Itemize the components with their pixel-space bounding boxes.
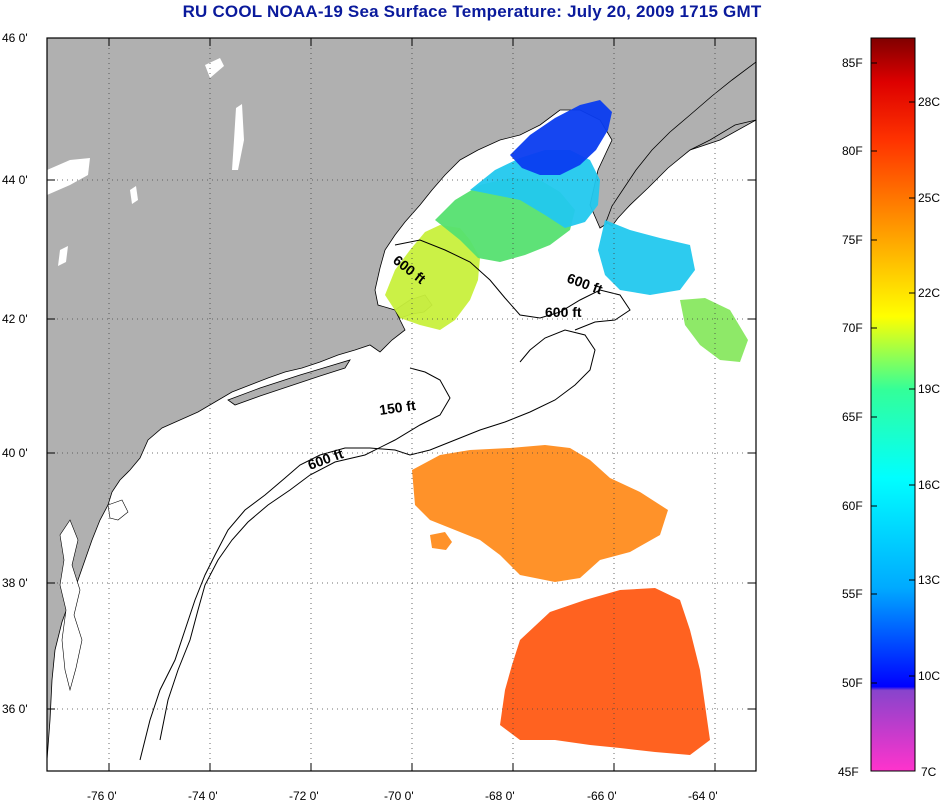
- lake-small-1: [58, 246, 68, 266]
- lon-tick-label: -64 0': [688, 789, 718, 803]
- land-long-island: [227, 359, 351, 406]
- colorbar-label-f: 60F: [842, 499, 863, 513]
- isobath-label: 600 ft: [545, 304, 582, 320]
- isobath-600ft-slope: [139, 329, 596, 761]
- colorbar-label-f: 55F: [842, 587, 863, 601]
- sst-patch-cold: [510, 100, 612, 175]
- isobath-600ft-gom: [394, 239, 631, 331]
- colorbar: [870, 37, 916, 772]
- isobath-label: 150 ft: [378, 397, 417, 418]
- lat-tick-label: 40 0': [2, 446, 28, 460]
- colorbar-label-f: 70F: [842, 321, 863, 335]
- sst-patch-green-east: [680, 298, 748, 362]
- lon-tick-label: -76 0': [87, 789, 117, 803]
- colorbar-label-c: 10C: [918, 669, 940, 683]
- colorbar-label-c: 28C: [918, 95, 940, 109]
- graticule: [47, 38, 756, 771]
- chesapeake-bay: [59, 519, 83, 692]
- lake-champlain: [232, 104, 244, 170]
- map-title: RU COOL NOAA-19 Sea Surface Temperature:…: [182, 2, 762, 21]
- sst-patch-cyan-east: [598, 220, 695, 295]
- map-frame: [46, 37, 757, 772]
- colorbar-label-c: 13C: [918, 573, 940, 587]
- lon-tick-label: -66 0': [587, 789, 617, 803]
- lat-tick-label: 44 0': [2, 173, 28, 187]
- sst-data-layer: [385, 100, 748, 755]
- lon-tick-label: -68 0': [485, 789, 515, 803]
- lake-ontario-edge: [47, 158, 90, 195]
- lon-tick-label: -70 0': [384, 789, 414, 803]
- lon-tick-label: -72 0': [289, 789, 319, 803]
- isobath-150ft: [159, 367, 451, 741]
- lat-tick-label: 36 0': [2, 702, 28, 716]
- land-mainland: [47, 38, 756, 761]
- colorbar-label-f: 85F: [842, 56, 863, 70]
- delaware-bay: [107, 499, 129, 521]
- sst-patch-yellow: [385, 225, 480, 330]
- isobath-contours: [139, 239, 631, 761]
- colorbar-label-f: 65F: [842, 410, 863, 424]
- colorbar-label-f: 50F: [842, 676, 863, 690]
- colorbar-label-c: 25C: [918, 191, 940, 205]
- sst-patch-orange-small: [430, 532, 452, 550]
- colorbar-label-f: 80F: [842, 144, 863, 158]
- colorbar-label-f: 75F: [842, 233, 863, 247]
- colorbar-label-c: 22C: [918, 286, 940, 300]
- lon-tick-label: -74 0': [188, 789, 218, 803]
- colorbar-label-c: 19C: [918, 382, 940, 396]
- colorbar-ticks: [871, 62, 915, 684]
- colorbar-label-c: 16C: [918, 478, 940, 492]
- sst-patch-red: [500, 588, 710, 755]
- land-nova-scotia: [605, 61, 756, 227]
- lat-tick-label: 42 0': [2, 312, 28, 326]
- sst-patch-orange: [412, 445, 668, 582]
- lat-tick-label: 46 0': [2, 31, 28, 45]
- tick-marks: [47, 37, 756, 771]
- lat-tick-label: 38 0': [2, 576, 28, 590]
- lake-small-2: [130, 186, 138, 204]
- colorbar-label-c: 7C: [921, 765, 937, 779]
- colorbar-label-f: 45F: [838, 765, 859, 779]
